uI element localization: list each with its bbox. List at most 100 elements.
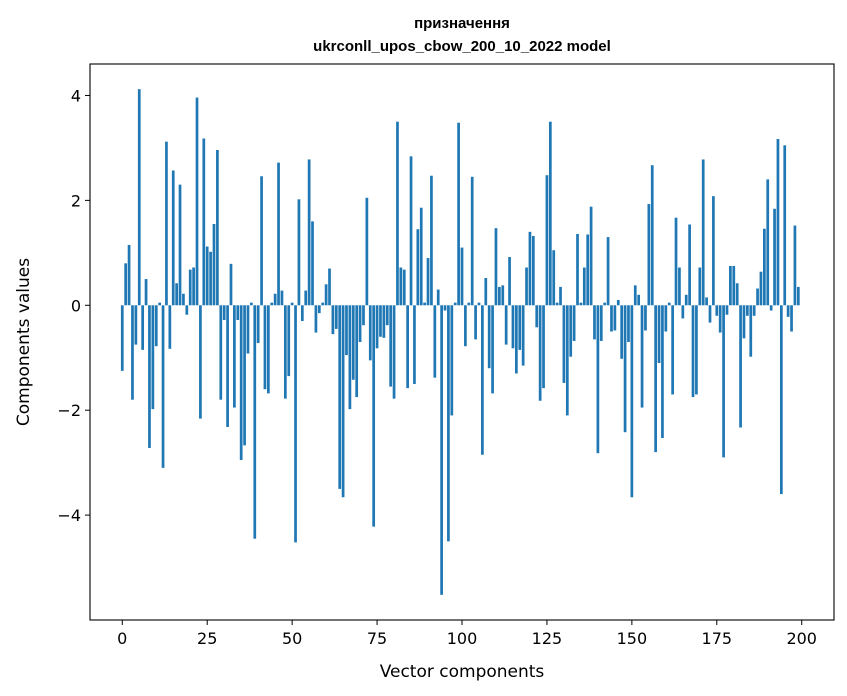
- bar: [729, 265, 732, 306]
- bar: [674, 217, 678, 306]
- bar: [688, 224, 691, 306]
- bar: [182, 293, 185, 306]
- bar: [409, 156, 413, 306]
- bar: [596, 305, 600, 454]
- bar: [582, 267, 586, 306]
- bar: [178, 184, 182, 306]
- bar: [368, 305, 372, 361]
- bar: [144, 279, 148, 306]
- bar: [599, 305, 603, 341]
- bar: [531, 236, 535, 306]
- bar: [756, 288, 759, 306]
- bar: [620, 305, 624, 359]
- chart-title-line-2: ukrconll_upos_cbow_200_10_2022 model: [313, 38, 611, 55]
- bar: [127, 244, 131, 306]
- bar: [358, 305, 362, 342]
- bar: [762, 228, 766, 306]
- x-tick-label: 25: [197, 629, 217, 648]
- bar: [548, 121, 552, 306]
- bar: [769, 305, 773, 311]
- bar: [640, 305, 644, 408]
- bar: [447, 305, 450, 542]
- bar: [796, 286, 800, 306]
- bar: [504, 305, 508, 345]
- bar: [229, 263, 233, 306]
- bar: [413, 305, 416, 384]
- bar: [773, 208, 776, 306]
- bar: [610, 305, 613, 332]
- bar: [501, 285, 505, 306]
- bar: [321, 302, 325, 306]
- bar: [168, 305, 172, 349]
- bar: [243, 305, 246, 446]
- bar: [423, 302, 426, 306]
- bar: [793, 225, 797, 306]
- bar: [528, 231, 532, 306]
- bar: [613, 305, 617, 331]
- bar: [623, 305, 627, 433]
- y-axis-label: Components values: [14, 258, 34, 426]
- bar: [783, 145, 787, 306]
- bar: [477, 302, 481, 306]
- bar: [545, 175, 549, 306]
- bar: [233, 305, 236, 408]
- bar: [419, 207, 423, 306]
- x-axis-label: Vector components: [380, 662, 545, 682]
- bar: [270, 302, 274, 306]
- chart-title-line-1: призначення: [414, 15, 510, 32]
- bar: [158, 302, 162, 306]
- bar: [209, 251, 212, 306]
- bar: [586, 234, 590, 306]
- bar: [236, 305, 240, 320]
- bar: [134, 305, 138, 345]
- x-tick-label: 0: [117, 629, 127, 648]
- bar: [671, 305, 674, 395]
- bar: [396, 121, 399, 306]
- bar: [216, 150, 219, 306]
- bar: [616, 300, 620, 306]
- bar: [188, 269, 192, 306]
- x-tick-label: 175: [702, 629, 733, 648]
- bar: [372, 305, 376, 527]
- bar: [260, 176, 263, 306]
- bar: [161, 305, 165, 468]
- bar: [752, 305, 756, 316]
- bar: [705, 297, 708, 306]
- bar: [684, 294, 688, 306]
- x-tick-label: 50: [282, 629, 302, 648]
- bar: [283, 305, 287, 399]
- bar: [202, 138, 206, 306]
- bar: [725, 305, 729, 315]
- bar: [141, 305, 145, 350]
- bar: [555, 302, 559, 306]
- bar: [664, 305, 668, 332]
- bar: [239, 305, 243, 461]
- y-tick-label: 2: [71, 191, 81, 210]
- bar: [300, 305, 304, 322]
- bar: [627, 305, 630, 342]
- bar: [185, 305, 189, 315]
- bar: [742, 305, 746, 339]
- bar: [593, 305, 596, 340]
- bar: [650, 165, 654, 306]
- bar: [695, 305, 698, 395]
- bar: [565, 305, 569, 416]
- bar: [786, 305, 790, 317]
- bar: [355, 305, 359, 398]
- bar: [362, 305, 365, 326]
- bar: [518, 305, 522, 350]
- bar: [192, 267, 195, 306]
- bar: [314, 305, 318, 333]
- bar: [790, 305, 793, 332]
- bar: [399, 267, 403, 306]
- bar: [498, 286, 501, 306]
- bars-group: [120, 89, 800, 595]
- bar: [732, 265, 736, 306]
- bar: [450, 305, 454, 416]
- bar: [324, 284, 328, 306]
- bar: [606, 237, 610, 306]
- bar: [385, 305, 389, 326]
- bar: [250, 302, 253, 306]
- bar: [175, 283, 178, 306]
